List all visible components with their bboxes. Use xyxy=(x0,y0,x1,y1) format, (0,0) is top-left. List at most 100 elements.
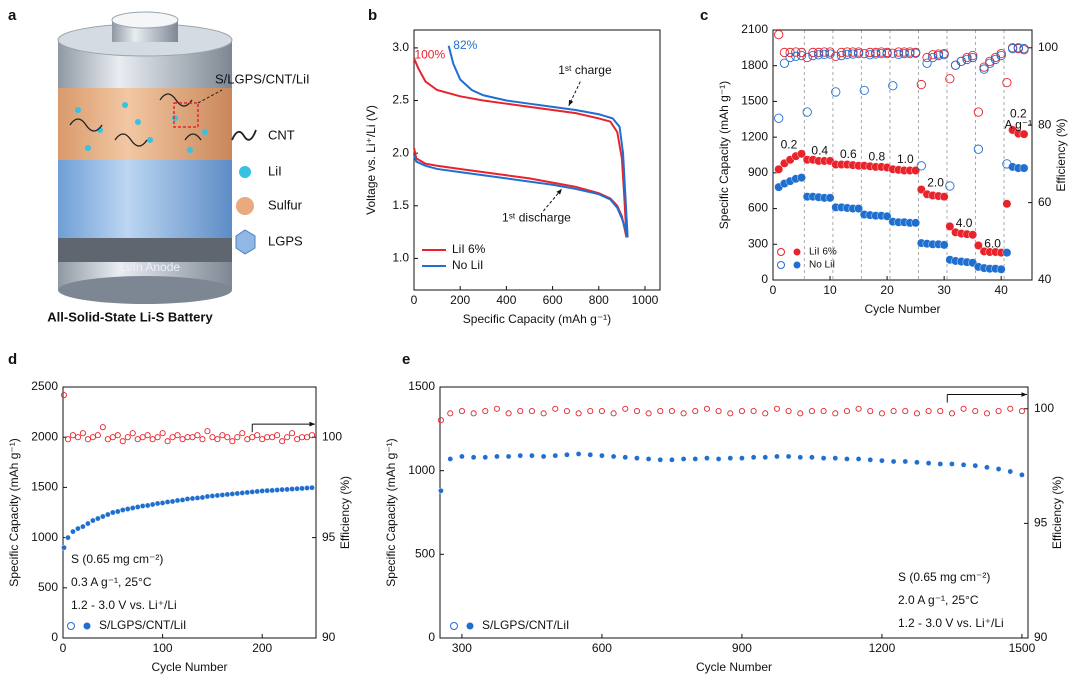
capacity-point xyxy=(494,453,500,460)
efficiency-point xyxy=(836,50,847,61)
capacity-point xyxy=(244,489,251,496)
efficiency-point xyxy=(1013,43,1023,53)
efficiency-point xyxy=(692,408,699,415)
efficiency-point xyxy=(960,405,967,412)
efficiency-point xyxy=(194,432,201,439)
legend-marker xyxy=(83,622,91,630)
efficiency-point xyxy=(910,48,921,58)
x-tick-label: 600 xyxy=(592,641,612,655)
capacity-point xyxy=(925,460,932,466)
x-tick-label: 40 xyxy=(995,283,1009,297)
arrow-head xyxy=(568,99,574,106)
efficiency-point xyxy=(791,47,801,57)
efficiency-point xyxy=(144,432,151,439)
y2-tick-label: 80 xyxy=(1038,117,1052,131)
efficiency-point xyxy=(785,52,795,63)
y-axis-label: Specific Capacity (mAh g⁻¹) xyxy=(7,438,21,586)
efficiency-point xyxy=(832,410,839,417)
efficiency-point xyxy=(259,436,266,443)
efficiency-point xyxy=(985,58,995,68)
efficiency-point xyxy=(819,47,829,57)
capacity-point xyxy=(294,485,300,492)
capacity-point xyxy=(995,466,1002,472)
capacity-point xyxy=(110,509,116,516)
efficiency-point xyxy=(234,434,241,441)
efficiency-point xyxy=(174,432,181,439)
efficiency-point xyxy=(797,410,804,417)
annotation: S (0.65 mg cm⁻²) xyxy=(898,570,990,584)
annotation: 0.4 xyxy=(811,144,828,158)
capacity-point xyxy=(657,456,664,463)
capacity-point xyxy=(1002,199,1012,209)
y-tick-label: 0 xyxy=(51,630,58,644)
efficiency-point xyxy=(990,54,1001,65)
y2-tick-label: 40 xyxy=(1038,272,1052,286)
capacity-point xyxy=(299,485,305,492)
legend-marker xyxy=(793,261,801,269)
capacity-point xyxy=(882,211,892,221)
efficiency-point xyxy=(204,428,211,435)
efficiency-point xyxy=(922,58,932,68)
y-tick-label: 0 xyxy=(761,272,768,286)
y2-tick-label: 60 xyxy=(1038,195,1052,209)
efficiency-point xyxy=(842,47,852,57)
efficiency-point xyxy=(859,85,869,96)
efficiency-point xyxy=(813,50,824,60)
capacity-point xyxy=(949,461,955,467)
panel-a: a Li/In Anode S/LGPS/CNT/LiI CNT LiI Sul… xyxy=(8,7,310,324)
capacity-point xyxy=(119,507,126,513)
annotation: 1ˢᵗ discharge xyxy=(502,211,571,225)
y-tick-label: 2000 xyxy=(31,429,58,443)
efficiency-point xyxy=(505,410,512,417)
legend-text: LiI 6% xyxy=(452,242,486,256)
efficiency-point xyxy=(154,434,161,441)
capacity-point xyxy=(85,520,91,527)
panel-label: d xyxy=(8,351,17,368)
capacity-point xyxy=(164,499,171,505)
capacity-point xyxy=(715,456,722,462)
legend-text: No LiI xyxy=(809,260,835,271)
annotation: 6.0 xyxy=(984,236,1001,250)
capacity-point xyxy=(179,497,186,503)
capacity-point xyxy=(1019,472,1025,478)
capacity-point xyxy=(289,486,295,492)
capacity-point xyxy=(785,453,792,460)
efficiency-point xyxy=(738,408,745,415)
capacity-point xyxy=(634,455,640,461)
efficiency-point xyxy=(922,52,932,63)
capacity-point xyxy=(269,487,275,494)
efficiency-point xyxy=(94,432,101,439)
arrow-head xyxy=(1021,392,1027,397)
legend-text: No LiI xyxy=(452,258,483,272)
x-tick-label: 1000 xyxy=(632,293,659,307)
capacity-point xyxy=(890,458,897,465)
x-tick-label: 20 xyxy=(880,283,894,297)
efficiency-point xyxy=(470,410,477,417)
x-tick-label: 100 xyxy=(153,641,173,655)
efficiency-point xyxy=(956,56,966,66)
capacity-point xyxy=(234,490,241,497)
y-tick-label: 1000 xyxy=(31,530,58,544)
y2-tick-label: 100 xyxy=(322,429,342,443)
y2-tick-label: 95 xyxy=(1034,516,1048,530)
capacity-point xyxy=(159,500,166,506)
capacity-point xyxy=(704,455,710,461)
efficiency-point xyxy=(1019,43,1029,54)
lgps-icon xyxy=(235,229,256,255)
capacity-point xyxy=(438,487,444,494)
efficiency-point xyxy=(633,408,640,415)
y-tick-label: 0 xyxy=(428,630,435,644)
capacity-point xyxy=(154,500,161,507)
efficiency-point xyxy=(928,50,938,60)
efficiency-point xyxy=(750,408,757,415)
capacity-point xyxy=(70,528,76,535)
capacity-point xyxy=(973,241,983,250)
x-axis-label: Cycle Number xyxy=(696,660,772,674)
capacity-point xyxy=(249,489,256,495)
plot-frame xyxy=(413,29,661,291)
efficiency-point xyxy=(299,434,306,441)
efficiency-point xyxy=(939,50,949,60)
efficiency-point xyxy=(973,107,984,117)
